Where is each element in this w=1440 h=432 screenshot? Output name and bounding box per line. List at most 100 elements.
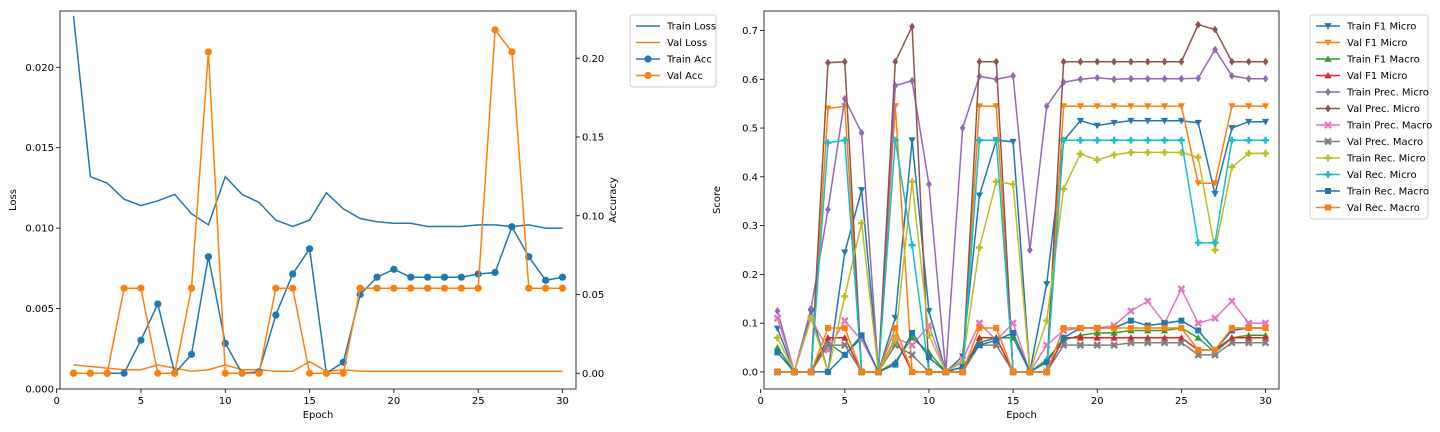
data-point [1010, 368, 1017, 375]
legend: Train F1 Micro Val F1 Micro Train F1 Macro… [1309, 14, 1432, 220]
data-point [892, 361, 899, 368]
data-point [925, 308, 933, 315]
data-point [1060, 136, 1068, 144]
data-point [1143, 338, 1152, 347]
legend-label: Val Rec. Macro [1347, 203, 1420, 214]
data-point [925, 331, 933, 339]
data-point [909, 368, 916, 375]
data-point [1043, 368, 1050, 375]
legend-marker [644, 55, 652, 63]
data-point [841, 57, 848, 66]
data-point [1060, 57, 1067, 66]
data-point [1128, 74, 1134, 83]
legend: Train Loss Val Loss Train Acc Val Acc [629, 14, 717, 88]
y-tick-label: 0.020 [25, 63, 54, 74]
x-tick-label: 0 [53, 396, 59, 407]
data-point [976, 325, 983, 332]
y-right-tick-label: 0.20 [582, 54, 604, 65]
data-point [1144, 334, 1152, 341]
y-tick-label: 0.000 [25, 385, 54, 396]
data-point [1027, 246, 1033, 254]
data-point [908, 137, 916, 144]
data-point [1110, 341, 1118, 349]
data-point [840, 316, 849, 325]
data-point [773, 325, 782, 333]
legend-label: Train Rec. Micro [1346, 154, 1426, 165]
y-right-tick-label: 0.00 [582, 369, 604, 380]
data-point [356, 284, 364, 292]
series-line [72, 15, 563, 229]
data-point [137, 336, 145, 344]
data-point [840, 341, 849, 349]
data-point [1228, 125, 1236, 132]
y-tick-label: 0.2 [742, 270, 758, 281]
data-point [841, 249, 849, 257]
data-point [908, 334, 916, 341]
data-point [942, 368, 949, 375]
data-point [373, 284, 381, 292]
data-point [1110, 329, 1118, 336]
data-point [1127, 103, 1135, 110]
data-point [892, 57, 899, 66]
data-point [1076, 117, 1085, 125]
data-point [289, 284, 297, 292]
y-right-tick-label: 0.05 [582, 290, 604, 301]
data-point [1110, 334, 1118, 341]
data-point [1261, 338, 1270, 347]
data-point [1262, 136, 1270, 144]
data-point [1094, 73, 1101, 82]
data-point [1177, 117, 1185, 125]
data-point [221, 339, 229, 347]
data-point [908, 341, 916, 349]
legend-label: Val Acc [667, 71, 703, 82]
data-point [474, 284, 482, 292]
data-point [120, 284, 128, 292]
legend-marker [1324, 39, 1332, 47]
data-point [171, 369, 179, 377]
data-point [908, 351, 916, 359]
data-point [1212, 45, 1218, 54]
data-point [909, 22, 915, 31]
data-point [1144, 103, 1152, 110]
x-axis-label: Epoch [1006, 410, 1037, 421]
legend-label: Val F1 Micro [1347, 71, 1407, 82]
data-point [1060, 334, 1067, 341]
data-point [1194, 153, 1202, 161]
legend-item: Train Prec. Micro [1316, 88, 1429, 99]
data-point [1228, 57, 1235, 66]
data-point [474, 270, 482, 278]
data-point [120, 369, 128, 377]
legend-label: Train F1 Micro [1346, 22, 1416, 33]
data-point [1060, 185, 1068, 193]
legend-label: Train Loss [666, 22, 716, 33]
data-point [69, 369, 78, 377]
data-point [1195, 346, 1202, 353]
legend-marker [1324, 121, 1332, 129]
legend-item: Train Loss [636, 22, 716, 33]
data-point [808, 304, 815, 313]
data-point [1127, 334, 1135, 341]
data-point [1212, 346, 1219, 353]
data-point [976, 57, 983, 66]
series-train-prec-macro [773, 285, 1270, 376]
data-point [1195, 327, 1202, 334]
data-point [1093, 136, 1101, 144]
data-point [1009, 180, 1017, 188]
data-point [1076, 150, 1084, 158]
series-train-loss [72, 15, 563, 229]
legend-box [629, 14, 717, 88]
data-point [1245, 136, 1253, 144]
data-point [976, 342, 983, 349]
y-tick-label: 0.0 [742, 367, 758, 378]
y-tick-label: 0.7 [742, 26, 758, 37]
data-point [841, 325, 848, 332]
y-tick-label: 0.6 [742, 75, 758, 86]
data-point [1077, 325, 1084, 332]
data-point [824, 139, 832, 147]
data-point [1194, 180, 1202, 187]
data-point [1245, 325, 1252, 332]
data-point [824, 334, 832, 341]
data-point [858, 332, 865, 339]
legend-label: Train Acc [666, 55, 712, 66]
